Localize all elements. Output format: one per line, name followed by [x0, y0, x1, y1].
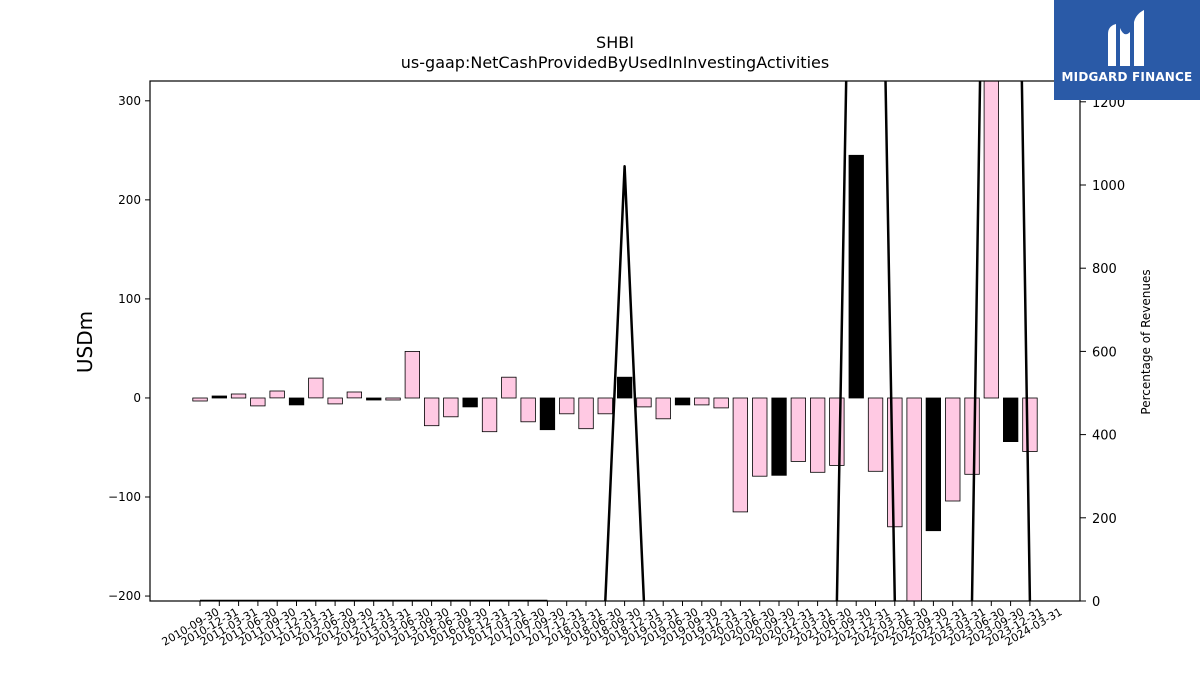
bar	[211, 395, 228, 399]
bar	[1022, 397, 1038, 452]
bar	[269, 390, 285, 399]
bar	[1003, 397, 1019, 442]
bar	[713, 397, 729, 409]
bar	[539, 397, 556, 431]
bar	[192, 397, 208, 402]
revenue-pct-line	[604, 165, 646, 601]
bar	[501, 376, 517, 399]
y-axis-ticks: −200 −100 0 100 200 300	[108, 94, 150, 603]
bar	[925, 397, 941, 532]
bars-layer	[192, 81, 1038, 601]
y-tick-label: 100	[118, 292, 141, 306]
bar	[462, 397, 478, 408]
revenue-pct-line	[970, 81, 1032, 601]
y-tick-label: 0	[133, 391, 141, 405]
bar	[887, 397, 903, 528]
line-layer	[200, 81, 1032, 601]
revenue-pct-line	[835, 81, 897, 601]
bar	[288, 397, 305, 406]
bar	[250, 397, 266, 407]
x-axis-ticks: 2010-09-302010-12-312011-03-312011-06-30…	[160, 601, 1065, 649]
bar	[848, 154, 864, 399]
y2-tick-label: 200	[1092, 512, 1117, 527]
midgard-logo-icon	[1108, 10, 1144, 66]
bar	[385, 397, 401, 401]
bar	[636, 397, 652, 408]
y-axis-label: USDm	[73, 311, 97, 373]
y2-tick-label: 600	[1092, 345, 1117, 360]
bar	[810, 397, 826, 473]
bar	[617, 376, 633, 399]
y-tick-label: 300	[118, 94, 141, 108]
bar	[945, 397, 961, 502]
y2-axis-label: Percentage of Revenues	[1139, 269, 1153, 414]
bar	[867, 397, 884, 472]
brand-name: MIDGARD FINANCE	[1061, 70, 1193, 84]
bar	[520, 397, 536, 423]
bar	[694, 397, 710, 406]
bar	[230, 393, 247, 399]
y2-tick-label: 800	[1092, 262, 1117, 277]
bar	[790, 397, 806, 462]
bar	[732, 397, 748, 513]
chart-title: SHBI	[596, 33, 634, 52]
bar	[655, 397, 671, 420]
bar	[597, 397, 613, 415]
bar	[771, 397, 787, 476]
y-tick-label: −200	[108, 589, 141, 603]
bar	[327, 397, 343, 405]
bar	[829, 397, 845, 466]
bar	[346, 391, 363, 399]
y-tick-label: 200	[118, 193, 141, 207]
y-tick-label: −100	[108, 490, 141, 504]
bar	[983, 81, 999, 399]
bar	[906, 397, 922, 601]
bar	[366, 397, 382, 401]
bar	[578, 397, 594, 430]
bar	[423, 397, 440, 427]
brand-logo: MIDGARD FINANCE	[1054, 0, 1200, 100]
bar	[559, 397, 575, 415]
y2-tick-label: 400	[1092, 429, 1117, 444]
bar	[752, 397, 768, 477]
bar	[404, 350, 421, 399]
bar	[481, 397, 498, 433]
bar	[964, 397, 980, 475]
chart-subtitle: us-gaap:NetCashProvidedByUsedInInvesting…	[401, 53, 829, 72]
bar	[674, 397, 691, 406]
y2-tick-label: 0	[1092, 595, 1100, 610]
plot-frame	[149, 80, 1081, 602]
bar	[443, 397, 459, 418]
bar	[308, 377, 324, 399]
y2-tick-label: 1000	[1092, 179, 1125, 194]
